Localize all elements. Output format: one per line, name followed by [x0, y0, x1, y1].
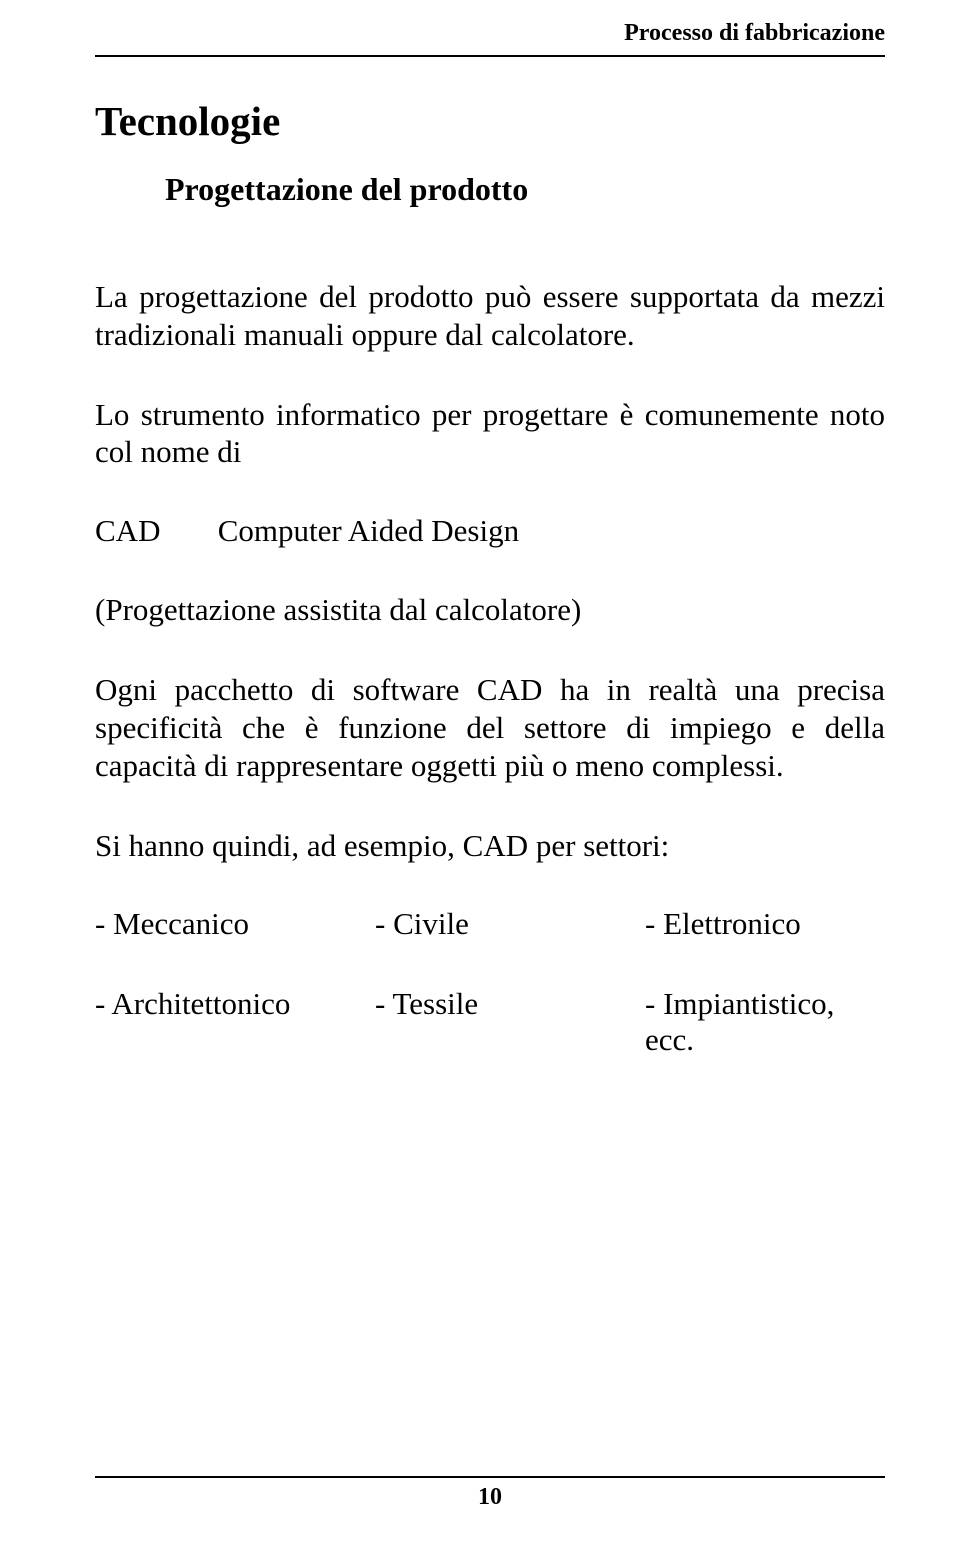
sector-tessile: - Tessile — [375, 986, 645, 1058]
cad-full: Computer Aided Design — [218, 513, 519, 548]
page-title: Tecnologie — [95, 97, 885, 145]
sector-impiantistico: - Impiantistico, ecc. — [645, 986, 885, 1058]
page-footer: 10 — [95, 1476, 885, 1511]
sector-civile: - Civile — [375, 906, 645, 942]
paragraph-cad-intro: Lo strumento informatico per progettare … — [95, 396, 885, 472]
header-divider — [95, 55, 885, 57]
sector-elettronico: - Elettronico — [645, 906, 885, 942]
page-number: 10 — [95, 1484, 885, 1511]
sector-row-2: - Architettonico - Tessile - Impiantisti… — [95, 986, 885, 1058]
sector-meccanico: - Meccanico — [95, 906, 375, 942]
cad-abbr: CAD — [95, 513, 210, 549]
paragraph-intro: La progettazione del prodotto può essere… — [95, 278, 885, 354]
footer-divider — [95, 1476, 885, 1478]
sector-row-1: - Meccanico - Civile - Elettronico — [95, 906, 885, 942]
paragraph-specificity: Ogni pacchetto di software CAD ha in rea… — [95, 671, 885, 784]
running-header: Processo di fabbricazione — [95, 20, 885, 47]
cad-definition: CAD Computer Aided Design — [95, 513, 885, 549]
paragraph-sectors-intro: Si hanno quindi, ad esempio, CAD per set… — [95, 827, 885, 865]
page-subtitle: Progettazione del prodotto — [165, 171, 885, 208]
paragraph-translation: (Progettazione assistita dal calcolatore… — [95, 591, 885, 629]
sector-architettonico: - Architettonico — [95, 986, 375, 1058]
